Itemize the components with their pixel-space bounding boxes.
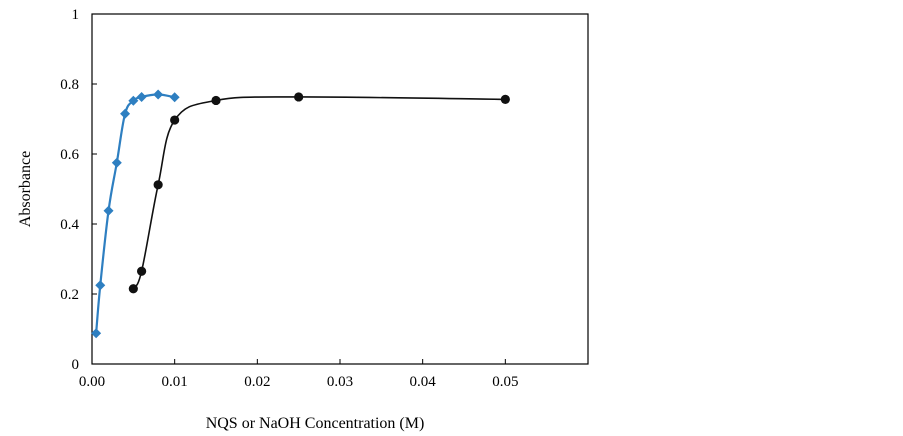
x-tick-label: 0.05 bbox=[492, 374, 518, 390]
x-tick-label: 0.04 bbox=[410, 374, 437, 390]
y-tick-label: 1 bbox=[72, 7, 80, 23]
x-axis-ticks: 0.00 0.01 0.02 0.03 0.04 0.05 bbox=[79, 359, 518, 390]
data-point bbox=[95, 280, 106, 291]
series-layer bbox=[91, 89, 510, 339]
data-point bbox=[169, 92, 180, 103]
data-point bbox=[153, 89, 164, 100]
series-line bbox=[132, 96, 506, 290]
plot-area bbox=[91, 13, 589, 365]
x-tick-label: 0.01 bbox=[162, 374, 188, 390]
x-tick-label: 0.00 bbox=[79, 374, 105, 390]
x-axis-title: NQS or NaOH Concentration (M) bbox=[206, 415, 425, 432]
x-tick-label: 0.03 bbox=[327, 374, 353, 390]
y-tick-label: 0.6 bbox=[60, 147, 79, 163]
data-point bbox=[137, 266, 147, 276]
series-circle bbox=[128, 92, 510, 294]
data-point bbox=[120, 108, 131, 119]
data-point bbox=[91, 328, 102, 339]
data-point bbox=[153, 180, 163, 190]
data-point bbox=[128, 284, 138, 294]
data-point bbox=[500, 94, 510, 104]
y-axis-ticks: 0 0.2 0.4 0.6 0.8 1 bbox=[60, 7, 97, 373]
data-point bbox=[128, 95, 139, 106]
y-tick-label: 0.8 bbox=[60, 77, 79, 93]
series-diamond bbox=[91, 89, 180, 339]
y-tick-label: 0.2 bbox=[60, 287, 79, 303]
data-point bbox=[211, 95, 221, 106]
data-point bbox=[136, 91, 147, 102]
y-axis-title: Absorbance bbox=[17, 151, 34, 227]
data-point bbox=[170, 115, 180, 125]
data-point bbox=[111, 157, 122, 168]
y-tick-label: 0.4 bbox=[60, 217, 79, 233]
data-point bbox=[294, 92, 304, 102]
x-tick-label: 0.02 bbox=[244, 374, 270, 390]
data-point bbox=[103, 205, 114, 216]
y-tick-label: 0 bbox=[72, 357, 80, 373]
